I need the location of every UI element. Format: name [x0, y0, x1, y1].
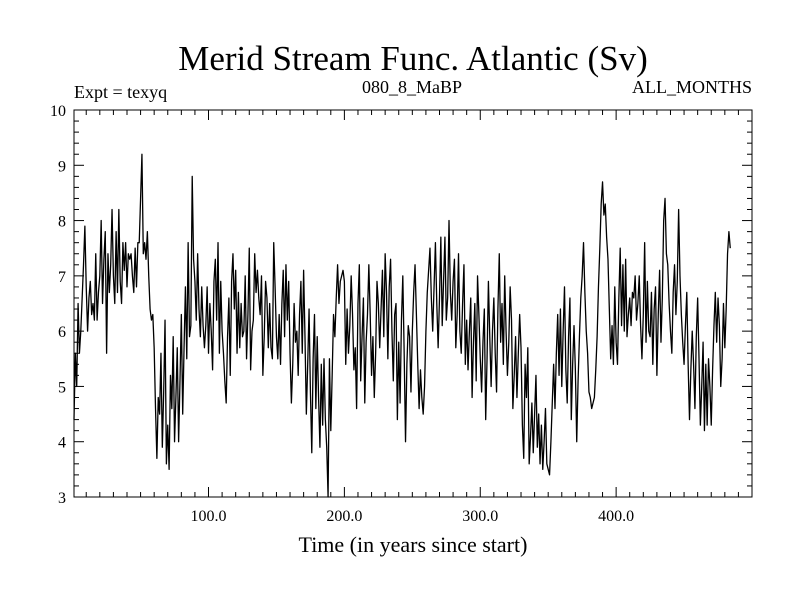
x-tick-label: 200.0: [326, 508, 362, 525]
x-tick-label: 100.0: [191, 508, 227, 525]
x-tick-label: 300.0: [462, 508, 498, 525]
y-tick-label: 6: [58, 324, 66, 341]
y-tick-label: 9: [58, 158, 66, 175]
y-tick-label: 3: [58, 490, 66, 507]
x-tick-label: 400.0: [598, 508, 634, 525]
y-tick-label: 10: [50, 103, 66, 120]
y-tick-label: 7: [58, 269, 66, 286]
subtitle-expt: Expt = texyq: [74, 82, 167, 102]
plot-frame: [73, 109, 753, 498]
subtitle-period: 080_8_MaBP: [362, 77, 462, 97]
series-line: [73, 153, 731, 498]
x-tick-labels: 100.0 200.0 300.0 400.0: [191, 508, 635, 525]
y-tick-label: 5: [58, 379, 66, 396]
y-tick-label: 4: [58, 435, 66, 452]
y-tick-labels: 3 4 5 6 7 8 9 10: [50, 103, 66, 507]
x-axis-label: Time (in years since start): [299, 532, 528, 557]
subtitle-months: ALL_MONTHS: [632, 77, 752, 97]
chart-title: Merid Stream Func. Atlantic (Sv): [178, 39, 648, 78]
y-tick-label: 8: [58, 214, 66, 231]
